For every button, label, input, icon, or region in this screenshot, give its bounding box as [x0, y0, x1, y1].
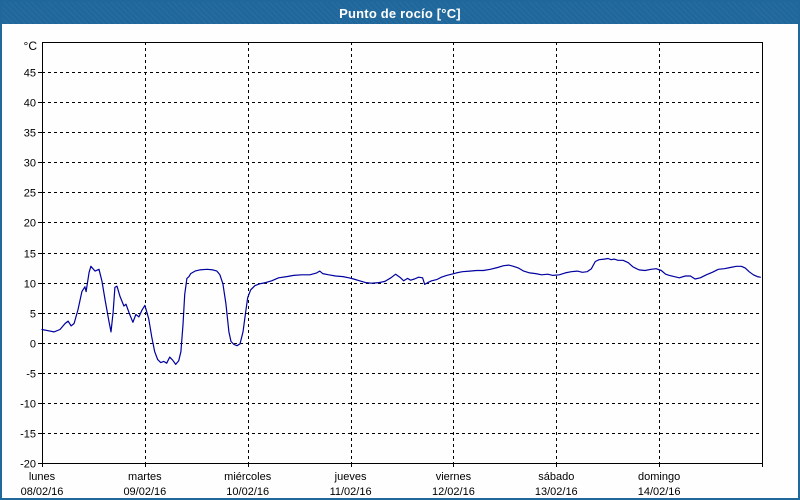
x-day-label: viernes: [436, 471, 472, 483]
y-tick-label: 0: [30, 339, 36, 351]
x-date-label: 10/02/16: [226, 486, 269, 498]
x-date-label: 11/02/16: [330, 486, 372, 498]
window-titlebar: Punto de rocío [°C]: [2, 2, 798, 24]
y-tick-label: -5: [26, 369, 36, 381]
y-axis-unit-label: °C: [24, 39, 38, 53]
y-tick-label: -10: [20, 399, 36, 411]
x-date-label: 14/02/16: [638, 486, 681, 498]
y-tick-label: 40: [24, 98, 36, 110]
y-tick-label: 10: [24, 279, 36, 291]
x-day-label: jueves: [334, 471, 367, 483]
x-day-label: domingo: [638, 471, 680, 483]
x-day-label: miércoles: [224, 471, 272, 483]
y-tick-label: 35: [24, 128, 36, 140]
dewpoint-line: [41, 257, 761, 365]
plot-border: [42, 42, 763, 464]
y-tick-label: 5: [30, 309, 36, 321]
y-tick-label: 25: [24, 188, 36, 200]
x-date-label: 08/02/16: [21, 486, 64, 498]
x-day-label: martes: [128, 471, 162, 483]
y-tick-label: 45: [24, 68, 36, 80]
y-tick-label: -15: [20, 429, 36, 441]
x-date-label: 13/02/16: [535, 486, 578, 498]
y-tick-label: 20: [24, 218, 36, 230]
x-date-label: 12/02/16: [432, 486, 475, 498]
x-date-label: 09/02/16: [123, 486, 166, 498]
x-day-label: lunes: [29, 471, 56, 483]
x-day-label: sábado: [538, 471, 574, 483]
y-tick-label: 15: [24, 249, 36, 261]
y-tick-label: -20: [20, 459, 36, 471]
y-tick-label: 30: [24, 158, 36, 170]
chart-title: Punto de rocío [°C]: [339, 5, 461, 21]
